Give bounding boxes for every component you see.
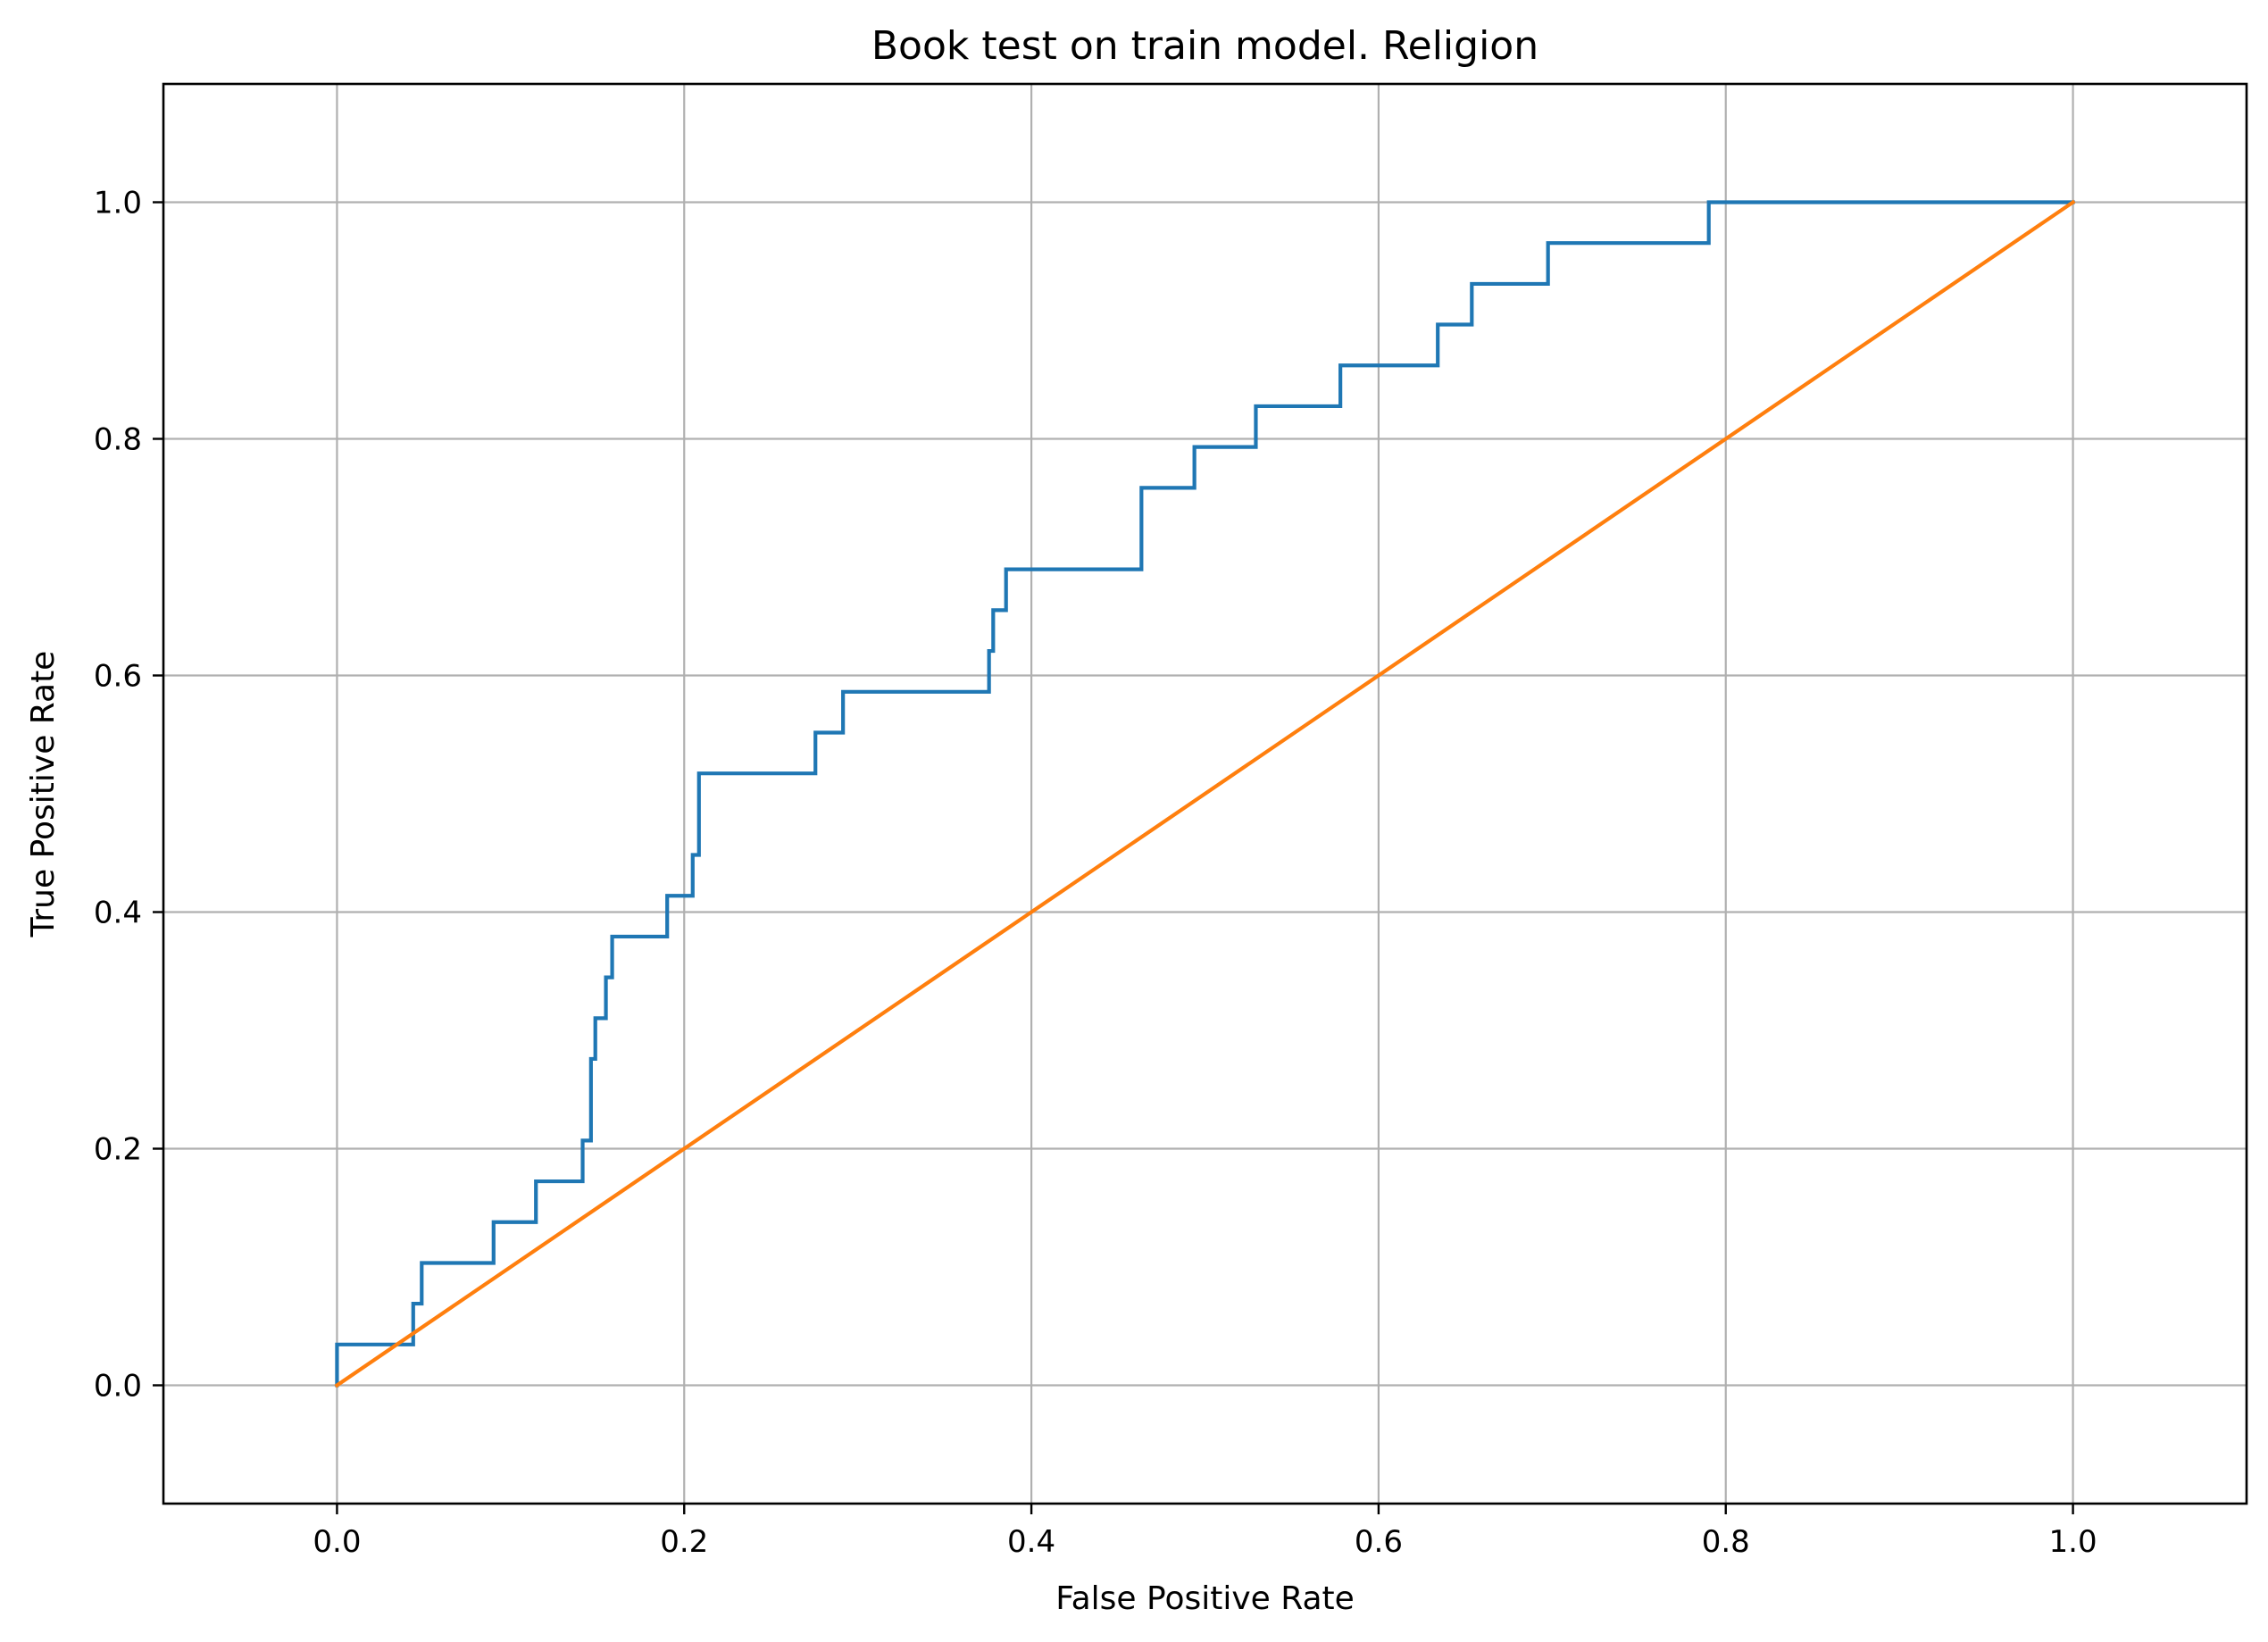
roc-curve-line (335, 200, 2075, 1388)
chart-title: Book test on train model. Religion (871, 23, 1538, 69)
y-tick-label: 1.0 (94, 186, 142, 221)
series-layer (334, 199, 2076, 1388)
plot-frame (162, 82, 2248, 1505)
y-tick-label: 0.4 (94, 896, 142, 931)
x-tick-label: 1.0 (2049, 1524, 2097, 1560)
y-axis-label: True Positive Rate (25, 651, 62, 938)
y-tick-label: 0.2 (94, 1132, 142, 1168)
y-tick-label: 0.8 (94, 422, 142, 458)
grid-lines (163, 84, 2247, 1504)
x-tick-label: 0.0 (313, 1524, 361, 1560)
x-axis-label: False Positive Rate (1055, 1580, 1355, 1617)
chance-diagonal-line (334, 199, 2076, 1388)
y-tick-label: 0.6 (94, 659, 142, 695)
x-tick-label: 0.2 (660, 1524, 708, 1560)
tick-marks: 0.0 0.2 0.4 0.6 0.8 1.0 0.0 0.2 0.4 0.6 0.8 1.0 (94, 186, 2097, 1561)
x-tick-label: 0.6 (1355, 1524, 1403, 1560)
y-tick-label: 0.0 (94, 1369, 142, 1404)
x-tick-label: 0.8 (1702, 1524, 1750, 1560)
x-tick-label: 0.4 (1007, 1524, 1055, 1560)
